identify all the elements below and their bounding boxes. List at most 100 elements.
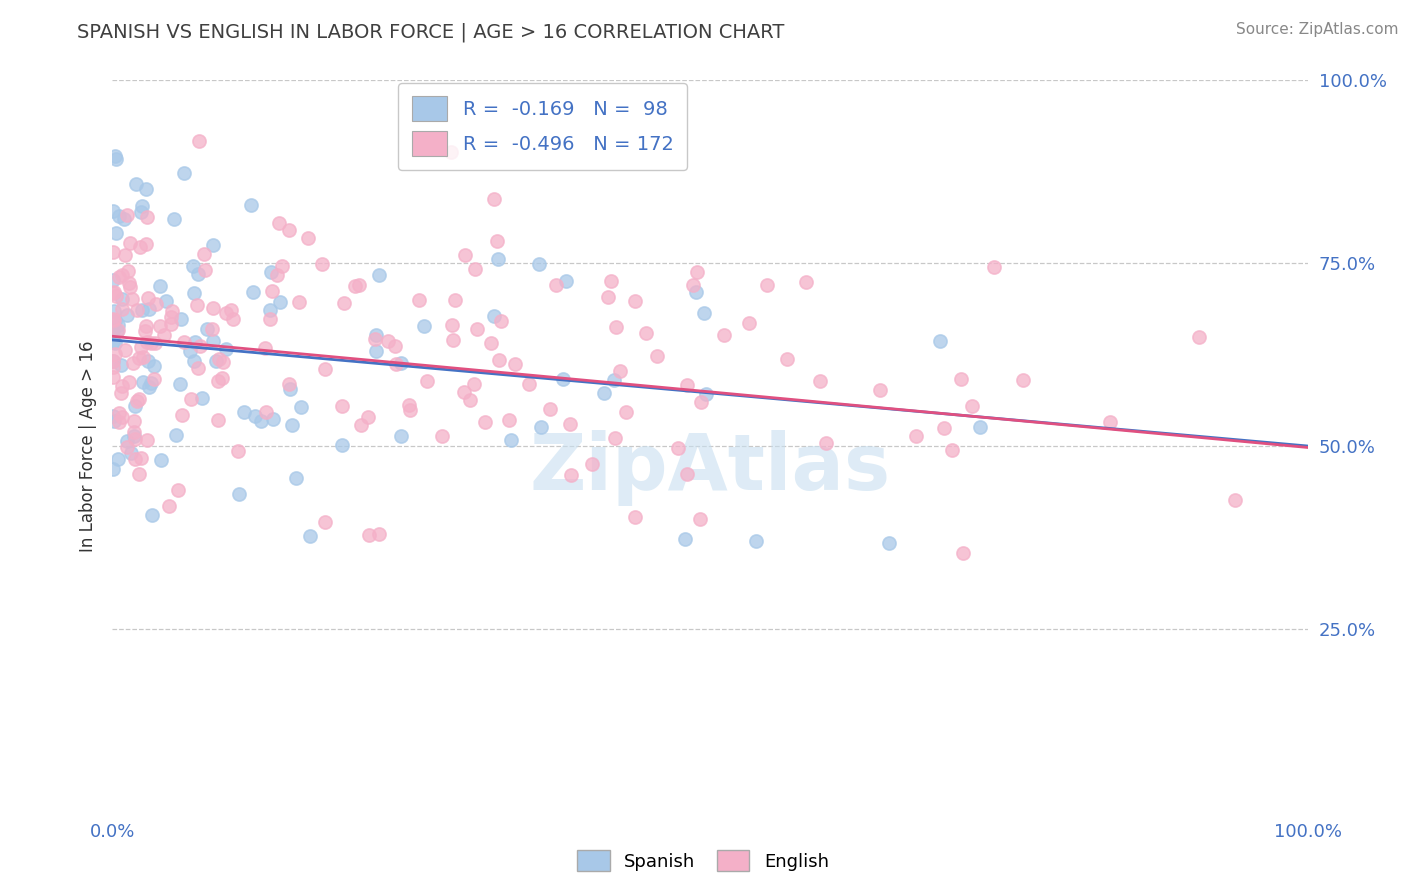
Point — [103, 285, 125, 299]
Point — [135, 210, 157, 224]
Point — [202, 237, 225, 252]
Point — [432, 428, 454, 442]
Point — [690, 394, 713, 409]
Point — [121, 292, 143, 306]
Point — [103, 354, 125, 368]
Point — [122, 356, 145, 370]
Point — [118, 276, 141, 290]
Point — [207, 375, 229, 389]
Point — [118, 235, 141, 250]
Point — [195, 322, 218, 336]
Point — [602, 374, 624, 388]
Point — [101, 286, 124, 301]
Point — [614, 405, 637, 419]
Point — [267, 216, 290, 230]
Point — [560, 468, 582, 483]
Point — [398, 398, 420, 412]
Point — [226, 444, 249, 458]
Point — [110, 385, 132, 400]
Point — [136, 291, 159, 305]
Point — [114, 343, 136, 357]
Point — [107, 210, 129, 224]
Point — [184, 334, 207, 349]
Point — [240, 197, 263, 211]
Point — [609, 364, 631, 378]
Point — [755, 277, 778, 292]
Point — [599, 274, 621, 288]
Legend: Spanish, English: Spanish, English — [569, 843, 837, 879]
Point — [212, 355, 235, 369]
Point — [157, 499, 180, 513]
Point — [668, 441, 690, 455]
Point — [181, 260, 204, 274]
Point — [125, 178, 148, 192]
Point — [101, 244, 124, 259]
Point — [136, 434, 159, 448]
Point — [228, 487, 250, 501]
Point — [675, 377, 697, 392]
Point — [685, 285, 707, 300]
Point — [905, 429, 928, 443]
Point — [129, 205, 152, 219]
Y-axis label: In Labor Force | Age > 16: In Labor Force | Age > 16 — [79, 340, 97, 552]
Point — [114, 248, 136, 262]
Point — [115, 208, 138, 222]
Point — [288, 295, 311, 310]
Point — [281, 418, 304, 433]
Point — [952, 546, 974, 560]
Point — [201, 322, 224, 336]
Point — [134, 324, 156, 338]
Point — [1011, 373, 1033, 387]
Point — [1099, 415, 1122, 429]
Point — [152, 328, 174, 343]
Point — [201, 334, 224, 348]
Point — [794, 275, 817, 289]
Point — [131, 303, 153, 318]
Point — [367, 268, 389, 282]
Point — [877, 536, 900, 550]
Point — [179, 344, 201, 359]
Point — [350, 417, 373, 432]
Point — [693, 305, 716, 319]
Point — [636, 326, 658, 340]
Point — [277, 377, 299, 392]
Point — [260, 285, 283, 299]
Point — [479, 335, 502, 350]
Point — [593, 385, 616, 400]
Point — [142, 371, 165, 385]
Point — [333, 296, 356, 310]
Point — [555, 274, 578, 288]
Point — [101, 326, 124, 341]
Point — [259, 265, 281, 279]
Point — [364, 332, 387, 346]
Point — [111, 268, 134, 283]
Point — [104, 313, 127, 327]
Point — [474, 415, 496, 429]
Point — [101, 369, 124, 384]
Point — [676, 467, 699, 481]
Point — [254, 405, 277, 419]
Point — [135, 182, 157, 196]
Point — [929, 334, 952, 349]
Point — [343, 279, 366, 293]
Point — [138, 380, 160, 394]
Point — [138, 302, 160, 317]
Point — [124, 451, 146, 466]
Point — [869, 383, 891, 397]
Point — [983, 260, 1005, 275]
Point — [120, 445, 142, 459]
Point — [101, 323, 124, 337]
Point — [440, 318, 463, 332]
Point — [103, 414, 125, 428]
Point — [108, 415, 131, 429]
Point — [357, 410, 380, 425]
Point — [503, 358, 526, 372]
Point — [101, 409, 124, 423]
Point — [108, 406, 131, 420]
Point — [118, 375, 141, 389]
Point — [259, 303, 281, 318]
Point — [941, 442, 963, 457]
Point — [117, 440, 139, 454]
Point — [101, 462, 124, 476]
Point — [128, 392, 150, 406]
